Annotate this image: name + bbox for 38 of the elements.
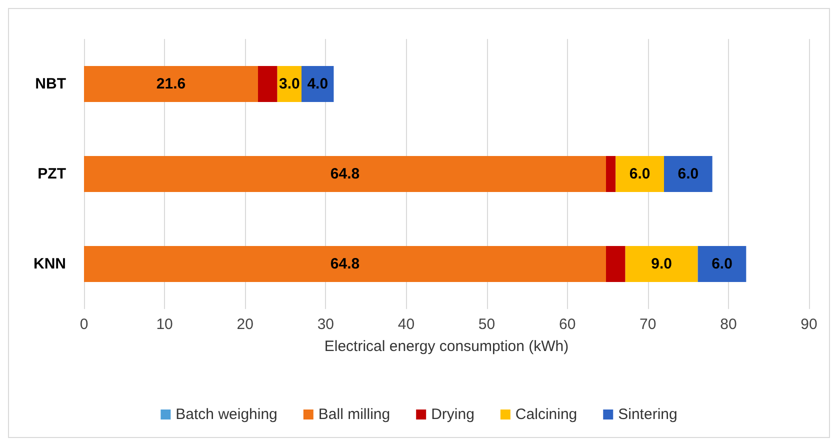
y-tick-label: NBT	[35, 76, 66, 92]
x-tick-label: 90	[800, 316, 818, 333]
legend-label: Calcining	[515, 406, 578, 423]
bar	[258, 66, 278, 102]
bar	[606, 246, 626, 282]
x-tick-label: 40	[398, 316, 415, 333]
x-tick-label: 0	[80, 316, 88, 333]
bar	[625, 246, 698, 282]
y-tick-label: PZT	[38, 166, 66, 182]
x-tick-label: 30	[317, 316, 334, 333]
bar	[606, 156, 616, 192]
data-label: 64.8	[330, 166, 360, 182]
data-label: 9.0	[651, 256, 672, 272]
bar	[698, 246, 746, 282]
legend-label: Drying	[431, 406, 474, 423]
data-label: 3.0	[278, 76, 300, 92]
data-label: 6.0	[678, 166, 699, 182]
data-label: 6.0	[629, 166, 650, 182]
legend-label: Sintering	[618, 406, 678, 423]
data-label: 21.6	[156, 76, 186, 92]
y-tick-label: KNN	[34, 256, 66, 272]
x-tick-label: 20	[236, 316, 254, 333]
legend-label: Batch weighing	[176, 406, 278, 423]
x-tick-label: 70	[640, 316, 656, 333]
x-tick-label: 10	[156, 316, 173, 333]
data-label: 4.0	[307, 76, 328, 92]
bar	[84, 246, 606, 282]
x-tick-label: 50	[478, 316, 496, 333]
data-label: 64.8	[330, 256, 360, 272]
bar	[664, 156, 712, 192]
bar	[616, 156, 664, 192]
x-tick-label: 60	[558, 316, 576, 333]
data-label: 6.0	[712, 256, 732, 272]
bar	[84, 66, 258, 102]
x-axis-title: Electrical energy consumption (kWh)	[324, 338, 569, 355]
x-tick-label: 80	[720, 316, 737, 333]
bar	[84, 156, 606, 192]
legend-label: Ball milling	[318, 406, 390, 423]
